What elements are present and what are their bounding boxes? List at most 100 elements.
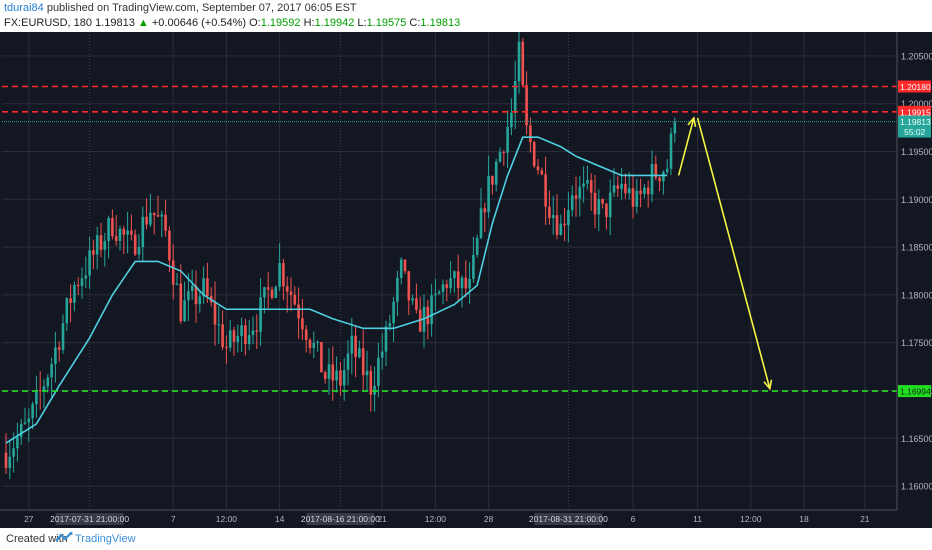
candle-body [118, 228, 122, 241]
candle-body [38, 390, 42, 392]
candle-body [544, 174, 547, 207]
author-link[interactable]: tdurai84 [4, 2, 44, 14]
candle-body [35, 390, 38, 405]
candle-body [445, 284, 449, 289]
time-axis-highlight-tag [55, 513, 124, 525]
candle-body [650, 163, 654, 195]
candle-body [570, 195, 574, 211]
candle-body [84, 275, 88, 279]
candle-body [92, 250, 95, 255]
close-value: 1.19813 [420, 17, 461, 29]
candle-body [240, 325, 243, 337]
candle-body [278, 263, 281, 287]
candle-body [460, 277, 464, 289]
time-axis-tick-label: 12:00 [216, 514, 238, 524]
low-value: 1.19575 [366, 17, 407, 29]
candle-body [487, 176, 490, 213]
candle-body [513, 81, 517, 113]
candle-body [12, 448, 15, 457]
candle-body [377, 357, 380, 386]
candle-body [293, 294, 297, 305]
candle-body [282, 263, 285, 287]
candle-body [437, 291, 441, 294]
candle-body [285, 286, 289, 292]
candle-body [521, 41, 525, 85]
candle-body [259, 297, 262, 332]
candle-body [358, 348, 361, 358]
price-axis-tick-label: 1.16500 [901, 434, 932, 444]
candle-body [354, 335, 357, 358]
price-axis-tick-label: 1.16000 [901, 482, 932, 492]
candle-body [228, 330, 232, 348]
time-axis-tick-label: 6 [631, 514, 636, 524]
candle-body [540, 170, 544, 175]
candle-body [601, 199, 604, 204]
price-chart[interactable]: 1.160001.165001.170001.175001.180001.185… [0, 32, 932, 528]
candle-body [605, 203, 608, 218]
candle-body [19, 423, 23, 437]
last-price-label: 1.19813 [900, 117, 931, 127]
candles [4, 32, 677, 480]
candle-body [114, 236, 118, 241]
candle-body [190, 285, 194, 292]
candle-body [266, 287, 270, 290]
candle-body [361, 348, 365, 376]
candle-body [472, 254, 475, 279]
candle-body [464, 277, 468, 289]
candle-body [346, 353, 350, 370]
candle-body [399, 259, 403, 278]
created-with-text: Created with [6, 533, 68, 545]
candle-body [31, 404, 34, 419]
time-axis-highlight-tag [534, 513, 603, 525]
time-axis-highlight-tag [306, 513, 375, 525]
candle-body [407, 271, 411, 301]
candle-body [631, 188, 635, 207]
candle-body [498, 152, 502, 162]
candle-body [247, 335, 251, 345]
candle-body [168, 230, 171, 261]
candle-body [316, 341, 319, 343]
candle-body [639, 190, 642, 194]
candle-body [468, 278, 471, 289]
candle-body [73, 284, 76, 303]
time-axis-tick-label: 18 [799, 514, 809, 524]
candle-body [430, 295, 433, 325]
candle-body [593, 192, 597, 215]
price-axis-tick-label: 1.17500 [901, 338, 932, 348]
candle-body [232, 330, 236, 342]
candle-body [255, 330, 259, 332]
candle-body [198, 296, 202, 305]
candle-body [411, 298, 414, 301]
candle-body [61, 323, 65, 350]
candle-body [510, 112, 513, 127]
chart-header: tdurai84 published on TradingView.com, S… [0, 0, 932, 32]
candle-body [107, 218, 110, 242]
low-label: L: [357, 17, 367, 29]
candle-body [608, 192, 612, 218]
candle-body [555, 215, 559, 235]
candle-body [350, 335, 354, 354]
projection-arrow-line [696, 117, 771, 389]
candle-body [164, 214, 167, 231]
candle-body [297, 304, 300, 319]
candle-body [270, 289, 274, 298]
bar-countdown-label: 55:02 [904, 127, 926, 137]
candle-body [582, 183, 585, 187]
candle-body [388, 323, 392, 327]
price-axis-tick-label: 1.19000 [901, 195, 932, 205]
candle-body [304, 329, 308, 340]
candle-body [426, 306, 430, 325]
candle-body [42, 386, 46, 391]
candle-body [175, 283, 179, 285]
candle-body [369, 370, 373, 395]
projection-arrow-head [763, 379, 773, 391]
projection-arrow-head [687, 116, 697, 128]
last-price: 1.19813 [95, 17, 135, 29]
candle-body [183, 300, 186, 322]
tradingview-brand[interactable]: TradingView [75, 533, 136, 545]
candle-body [274, 286, 278, 298]
level-price-tag [898, 80, 931, 93]
candle-body [453, 271, 456, 279]
time-axis-tick-label: 21 [860, 514, 870, 524]
candle-body [491, 176, 494, 185]
